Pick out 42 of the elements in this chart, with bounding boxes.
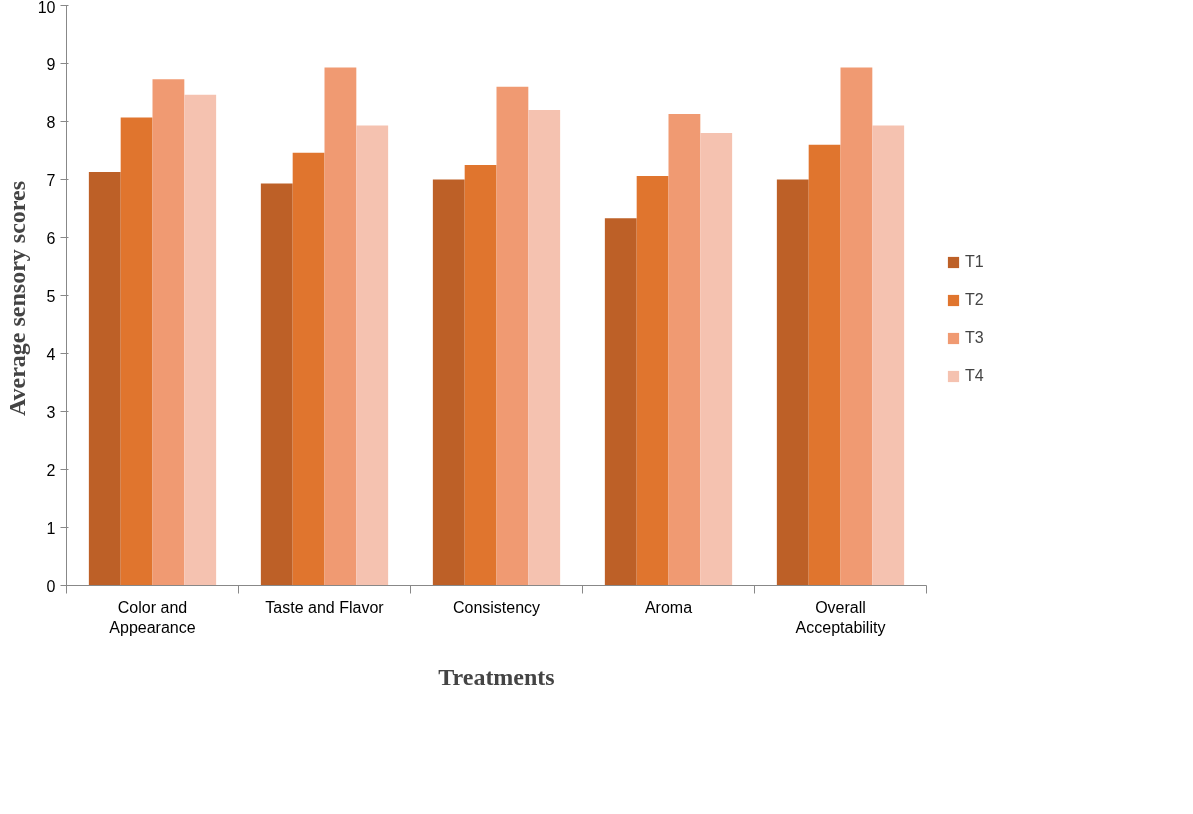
y-axis-title: Average sensory scores xyxy=(3,180,30,417)
x-tick-label: Aroma xyxy=(644,598,693,616)
legend-label: T4 xyxy=(965,367,985,385)
bar xyxy=(120,117,153,586)
x-axis-title: Treatments xyxy=(438,663,555,690)
bar xyxy=(700,133,733,586)
x-tick-label: Taste and Flavor xyxy=(265,598,385,616)
bar xyxy=(356,125,389,586)
bar xyxy=(292,152,325,586)
x-tick-label: Overall Acceptability xyxy=(795,598,886,636)
bar xyxy=(432,179,465,586)
y-tick-label: 8 xyxy=(46,113,56,131)
bar xyxy=(872,125,905,586)
x-tick-label: Consistency xyxy=(452,598,541,616)
bar xyxy=(496,86,529,586)
bar xyxy=(808,144,841,586)
legend-label: T2 xyxy=(965,291,985,309)
y-tick-label: 0 xyxy=(46,577,56,595)
bar xyxy=(184,94,217,586)
x-tick-label: Color and Appearance xyxy=(109,598,196,636)
bar xyxy=(604,218,637,586)
bar xyxy=(528,109,561,586)
legend-label: T3 xyxy=(965,329,985,347)
y-tick-label: 9 xyxy=(46,55,56,73)
bar xyxy=(840,67,873,586)
bar xyxy=(464,165,497,586)
y-tick-label: 10 xyxy=(37,0,56,16)
bar xyxy=(776,179,809,586)
y-tick-label: 3 xyxy=(46,403,56,421)
legend-label: T1 xyxy=(965,253,985,271)
bar xyxy=(260,183,293,586)
bar xyxy=(88,171,121,586)
y-tick-label: 7 xyxy=(46,171,56,189)
y-tick-label: 2 xyxy=(46,461,56,479)
bar xyxy=(668,113,701,586)
y-tick-label: 1 xyxy=(46,519,56,537)
y-tick-label: 5 xyxy=(46,287,56,305)
y-tick-label: 4 xyxy=(46,345,56,363)
bar xyxy=(636,176,669,586)
y-tick-label: 6 xyxy=(46,229,56,247)
bar xyxy=(324,67,357,586)
bar xyxy=(152,79,185,586)
